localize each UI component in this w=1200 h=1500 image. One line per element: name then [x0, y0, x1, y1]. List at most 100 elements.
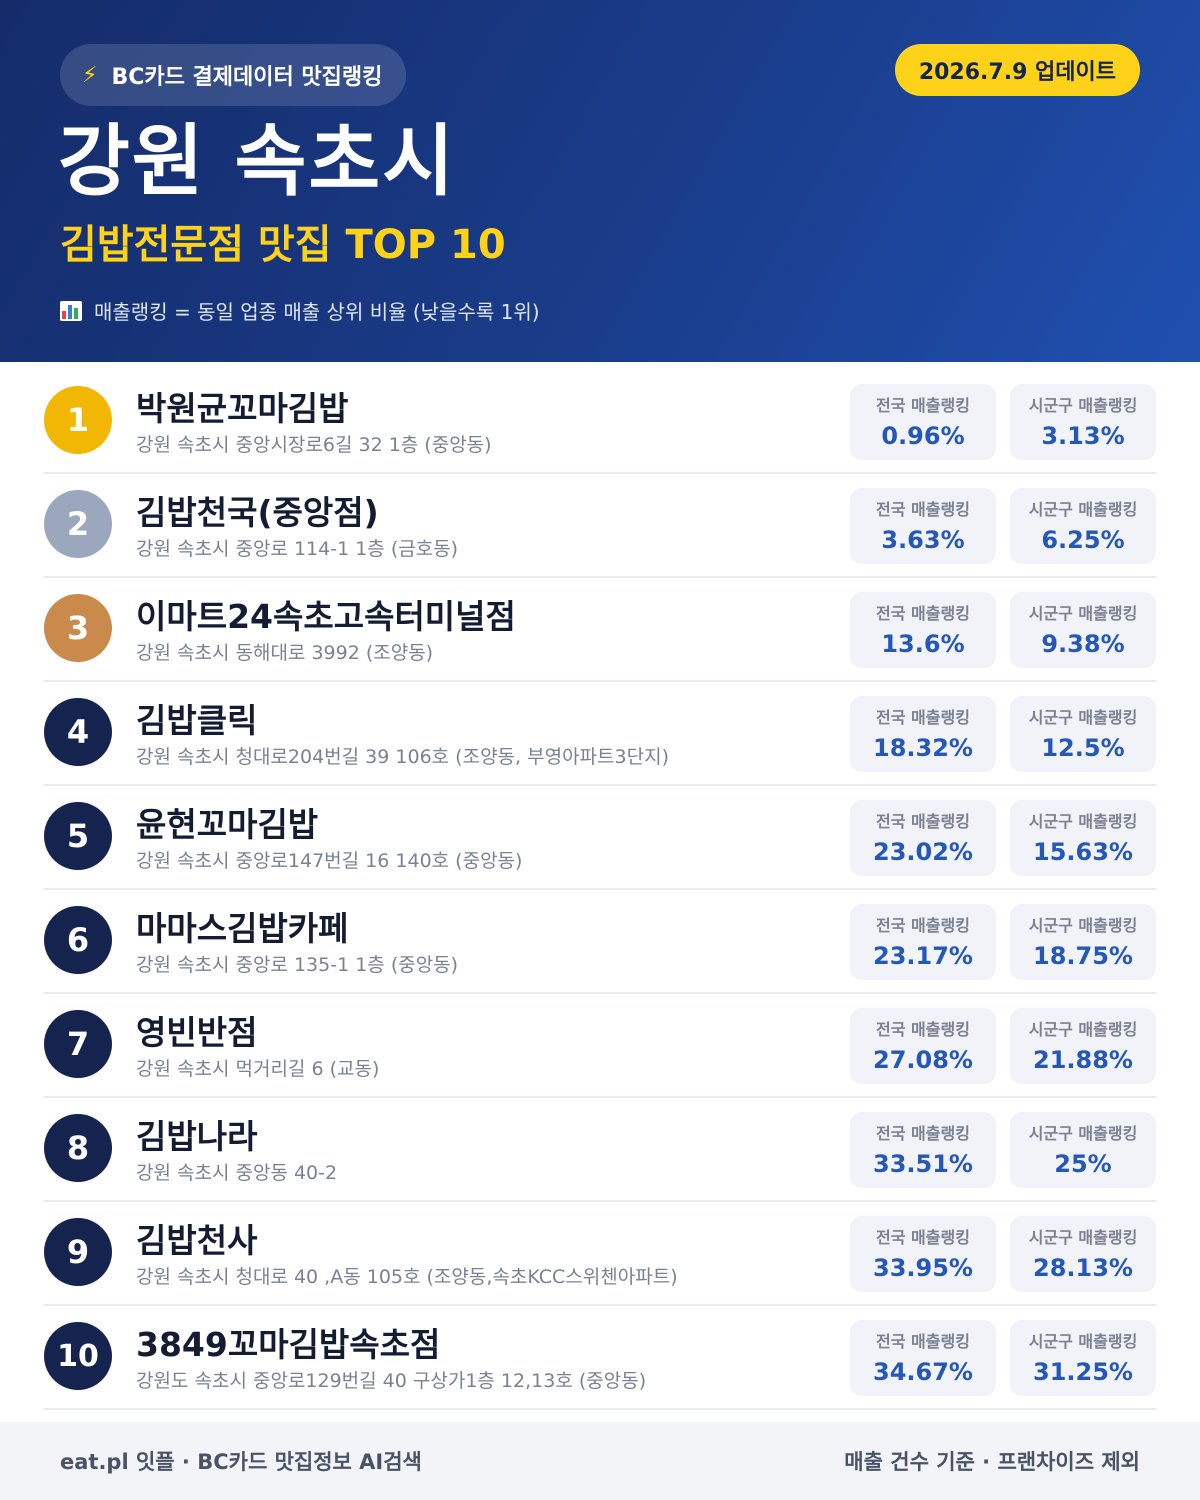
national-rank-value: 33.51%	[873, 1150, 973, 1178]
rank-badge: 7	[44, 1010, 112, 1078]
local-rank-card: 시군구 매출랭킹 18.75%	[1010, 904, 1156, 980]
restaurant-name[interactable]: 김밥천국(중앙점)	[136, 493, 379, 532]
update-label: 2026.7.9 업데이트	[918, 60, 1116, 85]
restaurant-address: 강원 속초시 중앙시장로6길 32 1층 (중앙동)	[136, 434, 492, 456]
footer: eat.pl 잇플 · BC카드 맛집정보 AI검색 매출 건수 기준 · 프랜…	[0, 1422, 1200, 1500]
local-rank-label: 시군구 매출랭킹	[1028, 1228, 1138, 1247]
restaurant-name[interactable]: 윤현꼬마김밥	[136, 805, 319, 844]
local-rank-value: 28.13%	[1033, 1254, 1133, 1282]
local-rank-label: 시군구 매출랭킹	[1028, 396, 1138, 415]
national-rank-value: 3.63%	[881, 526, 965, 554]
national-rank-label: 전국 매출랭킹	[876, 812, 970, 831]
list-item[interactable]: 4 김밥클릭 강원 속초시 청대로204번길 39 106호 (조양동, 부영아…	[44, 682, 1156, 786]
rank-badge: 6	[44, 906, 112, 974]
local-rank-value: 25%	[1054, 1150, 1112, 1178]
rank-badge: 3	[44, 594, 112, 662]
local-rank-label: 시군구 매출랭킹	[1028, 708, 1138, 727]
ranking-legend: 매출랭킹 = 동일 업종 매출 상위 비율 (낮을수록 1위)	[60, 296, 540, 325]
national-rank-card: 전국 매출랭킹 34.67%	[850, 1320, 996, 1396]
national-rank-value: 13.6%	[881, 630, 965, 658]
national-rank-value: 18.32%	[873, 734, 973, 762]
local-rank-value: 31.25%	[1033, 1358, 1133, 1386]
national-rank-label: 전국 매출랭킹	[876, 604, 970, 623]
national-rank-label: 전국 매출랭킹	[876, 396, 970, 415]
restaurant-address: 강원 속초시 중앙로147번길 16 140호 (중앙동)	[136, 850, 523, 872]
national-rank-value: 34.67%	[873, 1358, 973, 1386]
national-rank-label: 전국 매출랭킹	[876, 1332, 970, 1351]
national-rank-value: 27.08%	[873, 1046, 973, 1074]
local-rank-card: 시군구 매출랭킹 6.25%	[1010, 488, 1156, 564]
list-item[interactable]: 10 3849꼬마김밥속초점 강원도 속초시 중앙로129번길 40 구상가1층…	[44, 1306, 1156, 1410]
local-rank-value: 15.63%	[1033, 838, 1133, 866]
national-rank-card: 전국 매출랭킹 0.96%	[850, 384, 996, 460]
update-badge: 2026.7.9 업데이트	[894, 44, 1140, 96]
source-badge: ⚡ BC카드 결제데이터 맛집랭킹	[60, 44, 407, 106]
list-item[interactable]: 6 마마스김밥카페 강원 속초시 중앙로 135-1 1층 (중앙동) 전국 매…	[44, 890, 1156, 994]
national-rank-card: 전국 매출랭킹 3.63%	[850, 488, 996, 564]
restaurant-name[interactable]: 이마트24속초고속터미널점	[136, 597, 516, 636]
local-rank-label: 시군구 매출랭킹	[1028, 1124, 1138, 1143]
national-rank-card: 전국 매출랭킹 23.02%	[850, 800, 996, 876]
national-rank-card: 전국 매출랭킹 33.95%	[850, 1216, 996, 1292]
restaurant-name[interactable]: 3849꼬마김밥속초점	[136, 1325, 441, 1364]
local-rank-card: 시군구 매출랭킹 9.38%	[1010, 592, 1156, 668]
rank-badge: 8	[44, 1114, 112, 1182]
local-rank-value: 6.25%	[1041, 526, 1125, 554]
restaurant-name[interactable]: 영빈반점	[136, 1013, 258, 1052]
local-rank-card: 시군구 매출랭킹 3.13%	[1010, 384, 1156, 460]
local-rank-card: 시군구 매출랭킹 12.5%	[1010, 696, 1156, 772]
restaurant-address: 강원 속초시 중앙동 40-2	[136, 1162, 338, 1184]
local-rank-label: 시군구 매출랭킹	[1028, 500, 1138, 519]
page-subtitle: 김밥전문점 맛집 TOP 10	[60, 222, 506, 268]
national-rank-value: 23.17%	[873, 942, 973, 970]
rank-badge: 5	[44, 802, 112, 870]
lightning-icon: ⚡	[82, 62, 98, 88]
local-rank-value: 18.75%	[1033, 942, 1133, 970]
local-rank-value: 3.13%	[1041, 422, 1125, 450]
list-item[interactable]: 9 김밥천사 강원 속초시 청대로 40 ,A동 105호 (조양동,속초KCC…	[44, 1202, 1156, 1306]
national-rank-card: 전국 매출랭킹 27.08%	[850, 1008, 996, 1084]
rank-badge: 9	[44, 1218, 112, 1286]
rank-badge: 1	[44, 386, 112, 454]
local-rank-value: 12.5%	[1041, 734, 1125, 762]
ranking-list: 1 박원균꼬마김밥 강원 속초시 중앙시장로6길 32 1층 (중앙동) 전국 …	[44, 370, 1156, 1410]
source-label: BC카드 결제데이터 맛집랭킹	[111, 65, 383, 90]
rank-badge: 2	[44, 490, 112, 558]
restaurant-address: 강원 속초시 청대로 40 ,A동 105호 (조양동,속초KCC스위첸아파트)	[136, 1266, 678, 1288]
restaurant-address: 강원 속초시 중앙로 114-1 1층 (금호동)	[136, 538, 459, 560]
national-rank-label: 전국 매출랭킹	[876, 500, 970, 519]
local-rank-label: 시군구 매출랭킹	[1028, 812, 1138, 831]
footer-source: eat.pl 잇플 · BC카드 맛집정보 AI검색	[60, 1450, 422, 1474]
national-rank-value: 23.02%	[873, 838, 973, 866]
list-item[interactable]: 7 영빈반점 강원 속초시 먹거리길 6 (교동) 전국 매출랭킹 27.08%…	[44, 994, 1156, 1098]
restaurant-address: 강원 속초시 먹거리길 6 (교동)	[136, 1058, 380, 1080]
restaurant-address: 강원 속초시 중앙로 135-1 1층 (중앙동)	[136, 954, 459, 976]
list-item[interactable]: 3 이마트24속초고속터미널점 강원 속초시 동해대로 3992 (조양동) 전…	[44, 578, 1156, 682]
restaurant-address: 강원 속초시 동해대로 3992 (조양동)	[136, 642, 434, 664]
page-title: 강원 속초시	[58, 117, 456, 207]
local-rank-card: 시군구 매출랭킹 21.88%	[1010, 1008, 1156, 1084]
restaurant-name[interactable]: 마마스김밥카페	[136, 909, 349, 948]
national-rank-label: 전국 매출랭킹	[876, 1020, 970, 1039]
local-rank-label: 시군구 매출랭킹	[1028, 1332, 1138, 1351]
restaurant-name[interactable]: 김밥클릭	[136, 701, 258, 740]
restaurant-name[interactable]: 김밥나라	[136, 1117, 258, 1156]
bar-chart-icon	[60, 300, 82, 321]
restaurant-name[interactable]: 박원균꼬마김밥	[136, 389, 349, 428]
list-item[interactable]: 5 윤현꼬마김밥 강원 속초시 중앙로147번길 16 140호 (중앙동) 전…	[44, 786, 1156, 890]
list-item[interactable]: 8 김밥나라 강원 속초시 중앙동 40-2 전국 매출랭킹 33.51% 시군…	[44, 1098, 1156, 1202]
restaurant-name[interactable]: 김밥천사	[136, 1221, 258, 1260]
local-rank-card: 시군구 매출랭킹 15.63%	[1010, 800, 1156, 876]
restaurant-address: 강원 속초시 청대로204번길 39 106호 (조양동, 부영아파트3단지)	[136, 746, 669, 768]
list-item[interactable]: 1 박원균꼬마김밥 강원 속초시 중앙시장로6길 32 1층 (중앙동) 전국 …	[44, 370, 1156, 474]
rank-badge: 10	[44, 1322, 112, 1390]
national-rank-label: 전국 매출랭킹	[876, 708, 970, 727]
local-rank-card: 시군구 매출랭킹 28.13%	[1010, 1216, 1156, 1292]
list-item[interactable]: 2 김밥천국(중앙점) 강원 속초시 중앙로 114-1 1층 (금호동) 전국…	[44, 474, 1156, 578]
rank-badge: 4	[44, 698, 112, 766]
local-rank-value: 21.88%	[1033, 1046, 1133, 1074]
national-rank-card: 전국 매출랭킹 13.6%	[850, 592, 996, 668]
national-rank-card: 전국 매출랭킹 23.17%	[850, 904, 996, 980]
local-rank-card: 시군구 매출랭킹 25%	[1010, 1112, 1156, 1188]
national-rank-label: 전국 매출랭킹	[876, 1228, 970, 1247]
